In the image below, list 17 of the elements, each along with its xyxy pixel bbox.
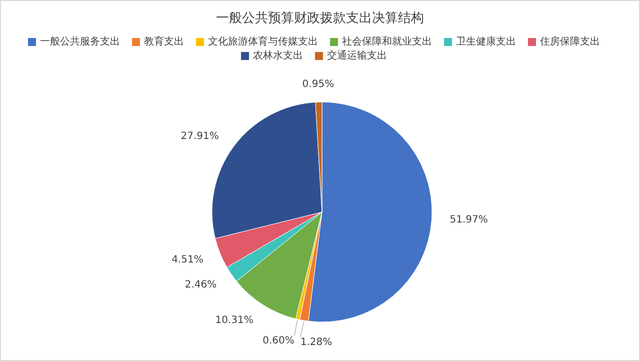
data-label: 10.31% bbox=[215, 314, 254, 326]
legend-label: 教育支出 bbox=[144, 36, 184, 48]
data-label: 4.51% bbox=[172, 254, 204, 266]
data-label: 27.91% bbox=[180, 130, 219, 142]
chart-title: 一般公共预算财政拨款支出决算结构 bbox=[216, 11, 424, 26]
legend-label: 卫生健康支出 bbox=[456, 36, 516, 48]
legend-label: 社会保障和就业支出 bbox=[342, 36, 432, 48]
legend-label: 文化旅游体育与传媒支出 bbox=[208, 36, 318, 48]
legend-label: 交通运输支出 bbox=[327, 50, 387, 62]
data-label: 0.60% bbox=[262, 336, 294, 347]
data-label: 1.28% bbox=[300, 337, 332, 348]
legend-label: 住房保障支出 bbox=[540, 36, 600, 48]
data-label: 0.95% bbox=[302, 78, 334, 90]
legend-label: 农林水支出 bbox=[253, 50, 303, 62]
legend-label: 一般公共服务支出 bbox=[40, 36, 120, 48]
data-label: 2.46% bbox=[184, 279, 217, 290]
data-label: 51.97% bbox=[450, 214, 488, 226]
